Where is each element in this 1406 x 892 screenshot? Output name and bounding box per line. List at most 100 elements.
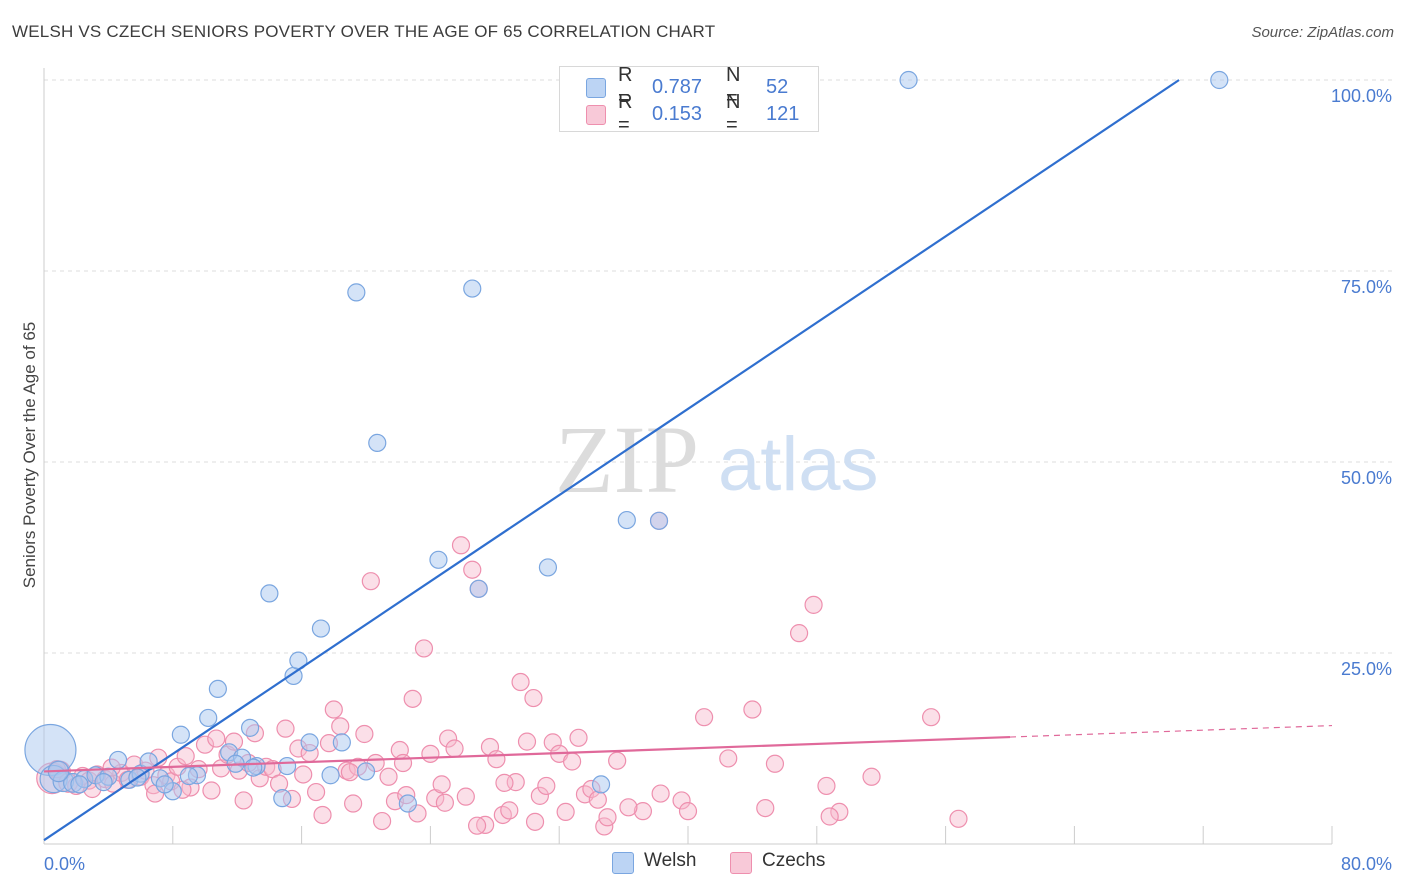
czech-point (294, 765, 313, 784)
czech-point (862, 767, 881, 786)
czech-point (588, 790, 607, 809)
trend-lines (43, 79, 1333, 842)
czech-point (195, 735, 215, 754)
welsh-point (155, 775, 174, 794)
czech-point (651, 784, 670, 803)
welsh-point (108, 750, 128, 770)
czech-point (463, 560, 482, 579)
source-label: Source: ZipAtlas.com (1251, 24, 1394, 41)
welsh-point (469, 579, 488, 598)
welsh-point (398, 794, 417, 813)
czech-point (324, 700, 343, 719)
czech-point (414, 639, 434, 658)
czech-point (511, 672, 530, 692)
czech-point (817, 776, 836, 796)
welsh-point (94, 773, 113, 792)
czech-point (672, 791, 691, 810)
czech-point (500, 801, 519, 820)
czech-point (789, 624, 809, 643)
watermark-zip: ZIP (555, 406, 699, 513)
czech-point (403, 689, 422, 708)
welsh-point (179, 766, 198, 786)
czech-point (608, 751, 627, 770)
welsh-point (260, 584, 279, 603)
czech-point (922, 708, 941, 727)
welsh-point (311, 619, 331, 638)
welsh-point (649, 511, 669, 530)
czech-point (421, 744, 440, 763)
czech-point (743, 700, 762, 719)
welsh-point (171, 725, 190, 744)
czech-point (487, 750, 506, 769)
czech-point (331, 717, 350, 736)
welsh-point (244, 758, 263, 777)
czech-point (207, 729, 226, 748)
czech-trend-line (43, 735, 1011, 773)
welsh-point (368, 433, 387, 452)
czech-point (344, 794, 363, 813)
y-tick-label: 25.0% (1341, 659, 1392, 679)
czech-point (439, 729, 458, 748)
czech-point (804, 595, 823, 614)
legend-swatch-welsh (586, 78, 606, 98)
czech-point (524, 688, 543, 708)
czech-point (562, 752, 582, 771)
y-tick-label: 75.0% (1341, 277, 1392, 297)
czech-point (379, 767, 398, 786)
czech-point (765, 754, 785, 773)
watermark-atlas: atlas (718, 422, 879, 507)
axes (43, 68, 1333, 845)
czech-point (393, 753, 413, 773)
welsh-swatch (612, 852, 634, 874)
welsh-point (463, 279, 482, 298)
czech-point (306, 782, 326, 802)
czech-point (202, 781, 221, 800)
czech-point (569, 728, 588, 747)
legend-swatch-czechs (586, 105, 606, 125)
czech-point (530, 786, 549, 805)
czech-point (495, 773, 514, 792)
legend-n-label: N = (726, 91, 741, 136)
watermark: ZIP atlas (555, 406, 879, 513)
czech-point (456, 787, 475, 806)
welsh-point (356, 762, 376, 781)
welsh-point (591, 775, 611, 794)
czech-point (820, 807, 839, 826)
czech-point (949, 809, 968, 828)
tick-labels: 25.0% 50.0% 75.0% 100.0% 0.0% 80.0% (44, 86, 1392, 874)
czech-point (435, 793, 454, 812)
x-tick-label: 80.0% (1341, 854, 1392, 874)
czech-point (719, 749, 738, 768)
czech-point (517, 732, 537, 751)
czech-point (467, 816, 487, 835)
correlation-legend: R = 0.787 N = 52 R = 0.153 N = 121 (559, 64, 819, 136)
welsh-point (300, 733, 319, 752)
czech-point (493, 805, 512, 825)
czech-point (445, 739, 464, 758)
x-tick-label: 0.0% (44, 854, 85, 874)
czechs-label: Czechs (762, 850, 826, 871)
czech-point (234, 791, 253, 810)
welsh-point (617, 510, 636, 530)
welsh-label: Welsh (644, 850, 697, 871)
legend-r-value: 0.153 (652, 102, 703, 125)
czech-trend-extension (1009, 724, 1333, 738)
welsh-point (429, 550, 448, 569)
czech-point (340, 763, 359, 782)
legend-r-value: 0.787 (652, 75, 703, 98)
welsh-point (332, 733, 351, 752)
legend-n-label: N = (726, 64, 741, 109)
y-tick-label: 50.0% (1341, 468, 1392, 488)
czech-point (694, 708, 714, 727)
welsh-point (1210, 70, 1229, 90)
welsh-point (199, 708, 218, 728)
czech-point (176, 747, 195, 766)
legend-n-value: 121 (766, 102, 800, 125)
welsh-point (208, 679, 227, 699)
grid-lines (44, 79, 1392, 654)
czech-point (355, 724, 374, 744)
welsh-point (899, 70, 918, 90)
czech-point (756, 798, 775, 818)
czech-point (678, 802, 698, 821)
